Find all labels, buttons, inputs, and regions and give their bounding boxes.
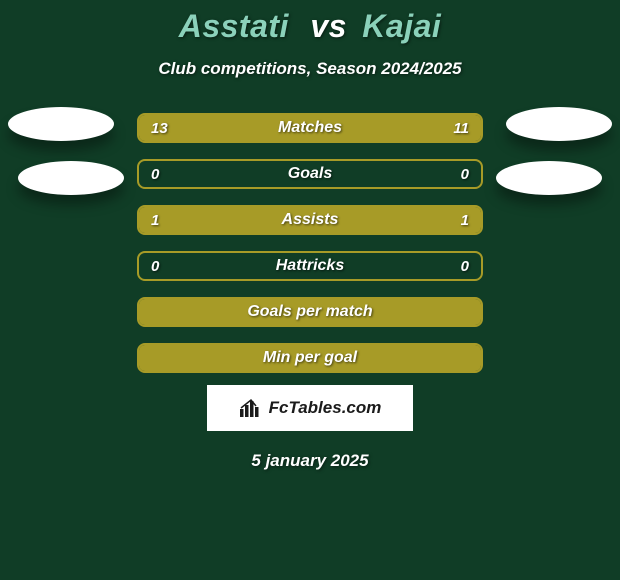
stat-bar-goals-per-match: Goals per match	[137, 297, 483, 327]
stat-bar-label: Hattricks	[139, 253, 481, 279]
source-badge: FcTables.com	[207, 385, 413, 431]
stat-bar-value-right: 0	[449, 161, 481, 187]
stat-bar-label: Goals per match	[139, 299, 481, 325]
stat-bar-goals: Goals0 0	[137, 159, 483, 189]
stat-bars: Matches1311Goals00Assists11Hattricks00Go…	[137, 113, 483, 373]
player2-team-placeholder	[496, 161, 602, 195]
stat-bar-value-right: 11	[441, 115, 481, 141]
stat-bar-hattricks: Hattricks0 0	[137, 251, 483, 281]
stat-bar-value-right: 1	[449, 207, 481, 233]
stat-bar-label: Min per goal	[139, 345, 481, 371]
stat-bar-matches: Matches13 11	[137, 113, 483, 143]
title: Asstati vs Kajai	[0, 0, 620, 45]
stat-bar-value-right: 0	[449, 253, 481, 279]
stat-bar-label: Matches	[139, 115, 481, 141]
stat-bar-min-per-goal: Min per goal	[137, 343, 483, 373]
title-vs: vs	[310, 8, 347, 44]
player1-team-placeholder	[18, 161, 124, 195]
stat-bar-value-left: 13	[139, 115, 180, 141]
stat-bar-label: Goals	[139, 161, 481, 187]
stat-bar-value-left: 0	[139, 253, 171, 279]
stat-bar-assists: Assists1 1	[137, 205, 483, 235]
source-text: FcTables.com	[269, 398, 382, 418]
subtitle: Club competitions, Season 2024/2025	[0, 59, 620, 79]
date: 5 january 2025	[0, 451, 620, 471]
stat-bar-value-left: 1	[139, 207, 171, 233]
comparison-area: Matches1311Goals00Assists11Hattricks00Go…	[0, 113, 620, 373]
comparison-card: Asstati vs Kajai Club competitions, Seas…	[0, 0, 620, 580]
player2-avatar-placeholder	[506, 107, 612, 141]
title-player2: Kajai	[362, 8, 441, 44]
player1-avatar-placeholder	[8, 107, 114, 141]
title-player1: Asstati	[179, 8, 289, 44]
stat-bar-value-left: 0	[139, 161, 171, 187]
stat-bar-label: Assists	[139, 207, 481, 233]
bar-chart-icon	[239, 398, 261, 418]
